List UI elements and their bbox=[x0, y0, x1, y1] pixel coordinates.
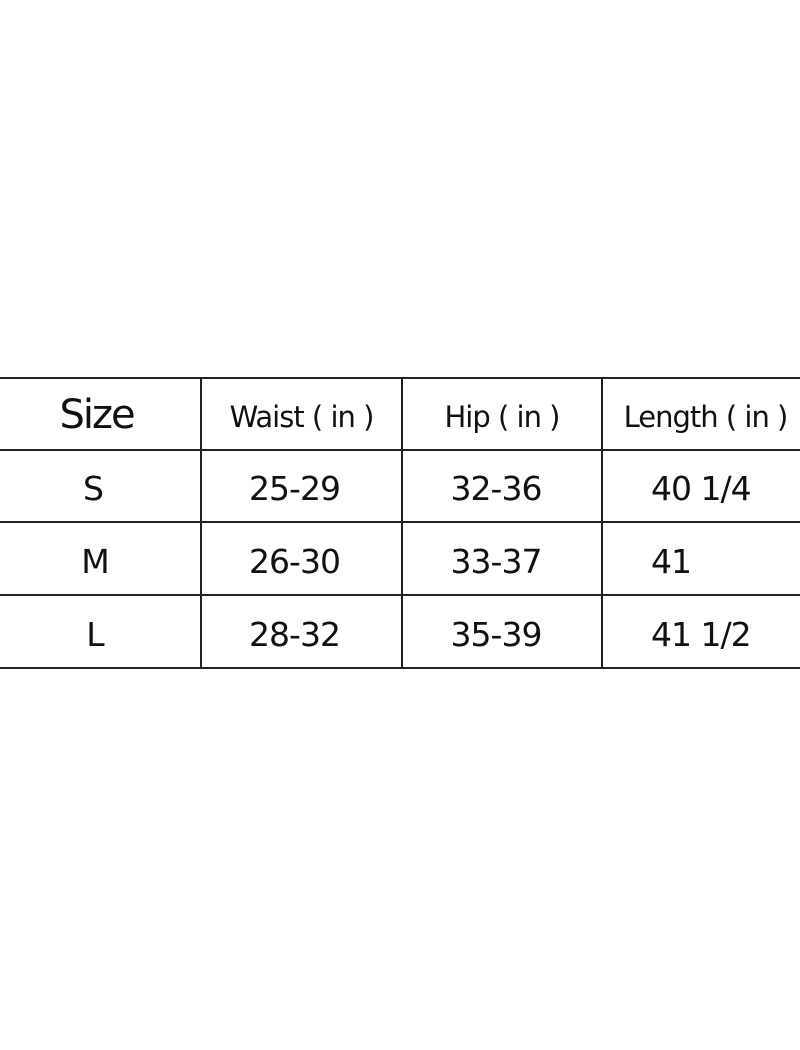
table-border bbox=[200, 377, 202, 669]
waist-cell: 25-29 bbox=[249, 468, 341, 508]
length-cell: 41 1/2 bbox=[651, 614, 752, 654]
table-border bbox=[0, 667, 800, 669]
waist-cell: 26-30 bbox=[249, 541, 341, 581]
size-cell: L bbox=[86, 614, 104, 654]
hip-cell: 32-36 bbox=[450, 468, 543, 508]
length-cell: 41 bbox=[651, 541, 692, 581]
table-border bbox=[0, 449, 800, 451]
table-border bbox=[0, 594, 800, 596]
header-size: Size bbox=[59, 392, 135, 438]
length-cell: 40 1/4 bbox=[651, 468, 752, 508]
hip-cell: 35-39 bbox=[450, 614, 543, 654]
table-border bbox=[0, 521, 800, 523]
hip-cell: 33-37 bbox=[450, 541, 543, 581]
waist-cell: 28-32 bbox=[249, 614, 341, 654]
header-hip: Hip ( in ) bbox=[444, 400, 561, 434]
table-border bbox=[0, 377, 800, 379]
header-waist: Waist ( in ) bbox=[229, 400, 375, 434]
size-cell: M bbox=[81, 541, 109, 581]
header-length: Length ( in ) bbox=[623, 400, 789, 434]
table-border bbox=[401, 377, 403, 669]
size-cell: S bbox=[83, 468, 104, 508]
table-border bbox=[601, 377, 603, 669]
